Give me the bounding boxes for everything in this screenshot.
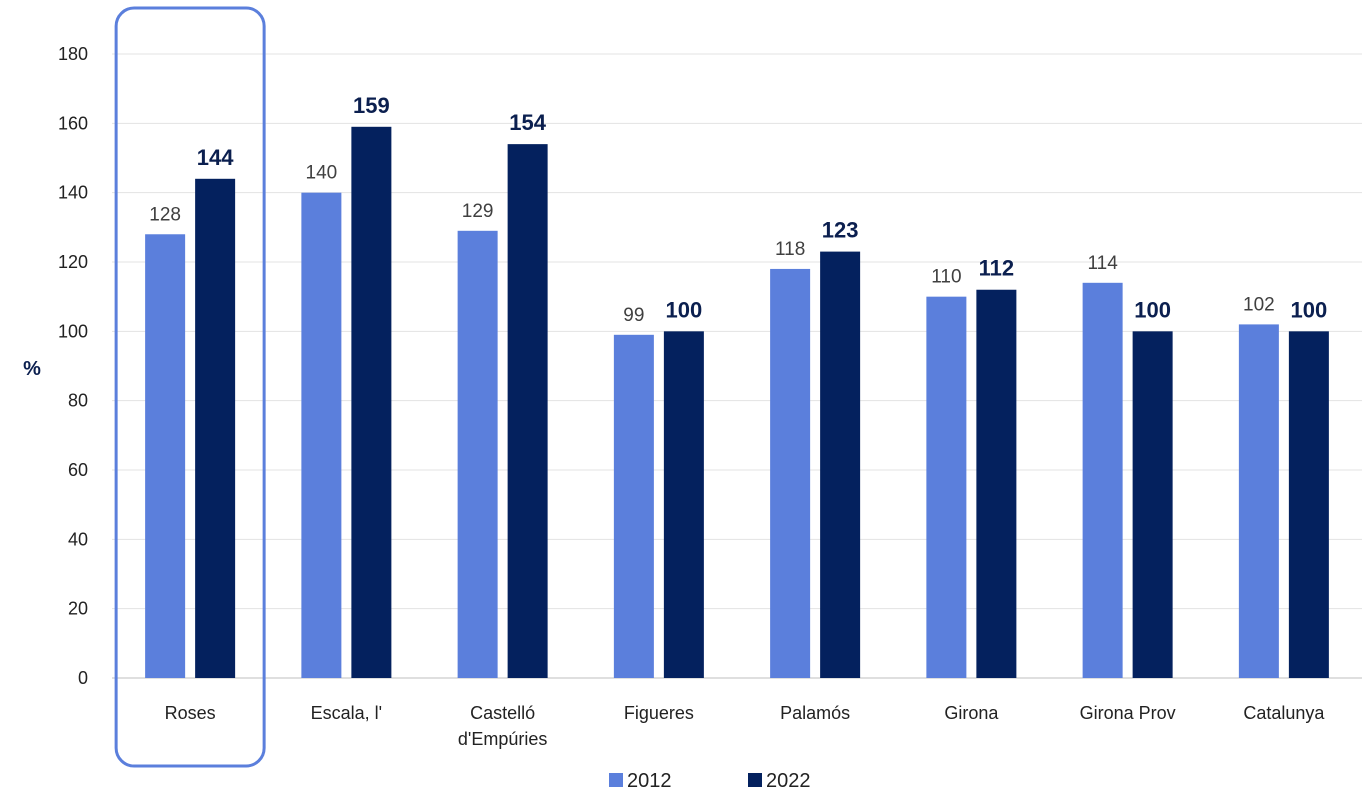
y-axis-label: % bbox=[23, 358, 41, 380]
bar-2012 bbox=[613, 334, 654, 678]
bar-2022 bbox=[820, 251, 861, 678]
legend-swatch-2022 bbox=[748, 773, 762, 787]
x-category-label: Figueres bbox=[624, 703, 694, 723]
bar-2022 bbox=[1132, 331, 1173, 678]
data-label-2022: 100 bbox=[1134, 297, 1171, 322]
data-label-2022: 154 bbox=[509, 110, 546, 135]
bar-2012 bbox=[301, 192, 342, 678]
data-label-2012: 114 bbox=[1087, 253, 1118, 274]
bar-2022 bbox=[1288, 331, 1329, 678]
bar-2022 bbox=[663, 331, 704, 678]
x-axis-categories: Roses Escala, l' Castelló d'Empúries Figuere… bbox=[165, 703, 1326, 749]
y-tick-label: 140 bbox=[58, 183, 88, 203]
highlight-box bbox=[114, 6, 266, 768]
x-category-label-line: d'Empúries bbox=[458, 729, 547, 749]
x-category-label-line: Palamós bbox=[780, 703, 850, 723]
x-category-label: Girona Prov bbox=[1080, 703, 1176, 723]
bar-2022 bbox=[507, 144, 548, 679]
x-category-label: Girona bbox=[944, 703, 999, 723]
y-tick-label: 180 bbox=[58, 44, 88, 64]
y-axis-ticks: 0 20 40 60 80 100 120 140 160 180 bbox=[58, 44, 88, 688]
bar-2012 bbox=[926, 296, 967, 678]
y-tick-label: 0 bbox=[78, 668, 88, 688]
data-label-2012: 99 bbox=[623, 305, 644, 326]
x-category-label-line: Figueres bbox=[624, 703, 694, 723]
bar-2012 bbox=[457, 230, 498, 679]
data-label-2012: 129 bbox=[462, 201, 494, 222]
bar-2022 bbox=[976, 289, 1017, 678]
data-label-2022: 100 bbox=[1291, 297, 1328, 322]
data-label-2022: 123 bbox=[822, 218, 859, 243]
y-tick-label: 160 bbox=[58, 113, 88, 133]
bar-2022 bbox=[195, 178, 236, 679]
legend-label-2012: 2012 bbox=[627, 770, 672, 792]
y-tick-label: 100 bbox=[58, 321, 88, 341]
data-label-2022: 144 bbox=[197, 145, 234, 170]
x-category-label-line: Castelló bbox=[470, 703, 535, 723]
x-category-label: Castelló d'Empúries bbox=[458, 703, 547, 749]
legend-swatch-2012 bbox=[609, 773, 623, 787]
data-label-2012: 102 bbox=[1243, 294, 1275, 315]
legend: 2012 2022 bbox=[609, 770, 811, 792]
bar-2012 bbox=[1082, 282, 1123, 678]
x-category-label-line: Escala, l' bbox=[311, 703, 382, 723]
data-label-2012: 128 bbox=[149, 204, 181, 225]
y-tick-label: 40 bbox=[68, 529, 88, 549]
data-label-2012: 110 bbox=[931, 267, 961, 288]
data-labels: 128 144 140 159 129 154 99 100 118 123 110 112 114 10… bbox=[149, 93, 1327, 326]
data-label-2022: 112 bbox=[979, 256, 1015, 281]
data-label-2022: 100 bbox=[666, 297, 703, 322]
y-tick-label: 20 bbox=[68, 599, 88, 619]
x-category-label-line: Girona bbox=[944, 703, 999, 723]
bars bbox=[145, 126, 1329, 679]
y-tick-label: 60 bbox=[68, 460, 88, 480]
data-label-2012: 118 bbox=[775, 239, 805, 260]
x-category-label-line: Roses bbox=[165, 703, 216, 723]
x-category-label: Catalunya bbox=[1243, 703, 1325, 723]
bar-2012 bbox=[145, 234, 186, 678]
y-tick-label: 120 bbox=[58, 252, 88, 272]
legend-label-2022: 2022 bbox=[766, 770, 811, 792]
x-category-label-line: Girona Prov bbox=[1080, 703, 1176, 723]
bar-2012 bbox=[1238, 324, 1279, 678]
data-label-2012: 140 bbox=[306, 163, 338, 184]
gridlines bbox=[112, 53, 1362, 679]
x-category-label: Escala, l' bbox=[311, 703, 382, 723]
y-tick-label: 80 bbox=[68, 391, 88, 411]
x-category-label-line: Catalunya bbox=[1243, 703, 1325, 723]
data-label-2022: 159 bbox=[353, 93, 390, 118]
x-category-label: Palamós bbox=[780, 703, 850, 723]
bar-2012 bbox=[770, 268, 811, 678]
x-category-label: Roses bbox=[165, 703, 216, 723]
bar-2022 bbox=[351, 126, 392, 679]
